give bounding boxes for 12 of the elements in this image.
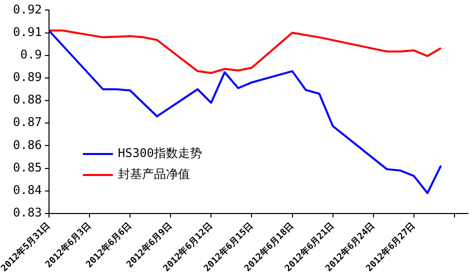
y-tick-label: 0.86 [13, 138, 42, 152]
y-tick-label: 0.83 [13, 206, 42, 220]
y-tick-label: 0.87 [13, 115, 42, 130]
y-tick-label: 0.88 [13, 92, 42, 107]
legend-label: HS300指数走势 [118, 146, 202, 160]
y-tick-label: 0.91 [13, 24, 42, 39]
y-tick-label: 0.84 [13, 182, 42, 197]
y-tick-label: 0.92 [13, 2, 42, 16]
y-tick-label: 0.89 [13, 70, 42, 84]
legend-label: 封基产品净值 [118, 167, 190, 182]
y-tick-label: 0.85 [13, 160, 42, 174]
y-tick-label: 0.9 [20, 47, 42, 62]
